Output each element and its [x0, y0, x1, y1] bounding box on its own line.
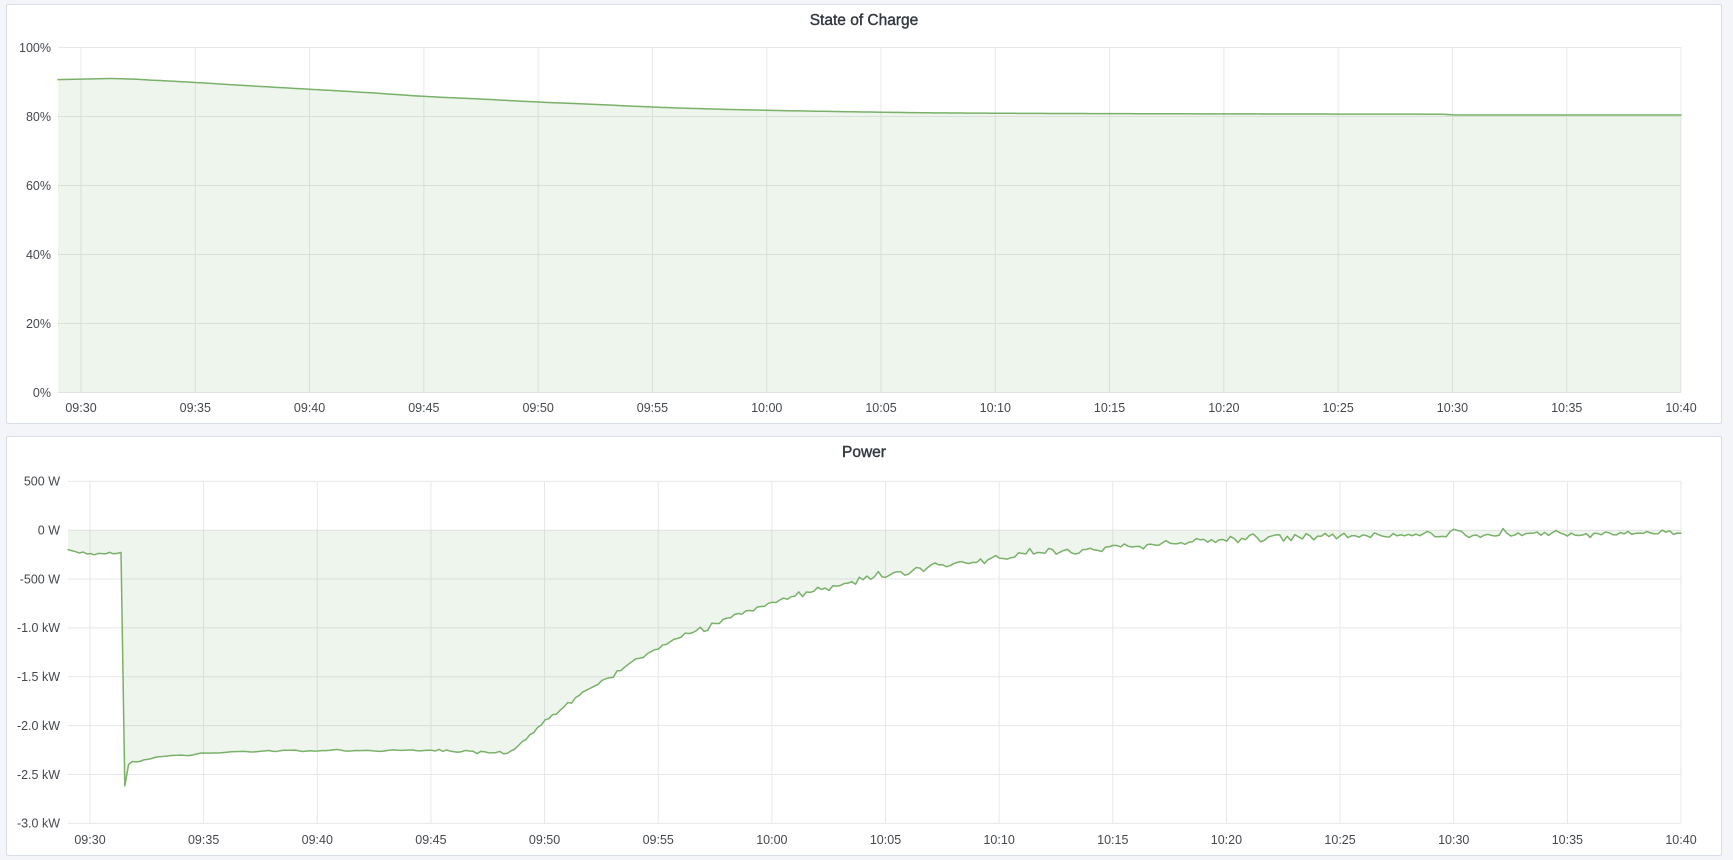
svg-text:60%: 60% [26, 179, 51, 193]
svg-text:10:05: 10:05 [865, 401, 896, 415]
svg-text:09:35: 09:35 [188, 833, 219, 847]
svg-text:10:30: 10:30 [1438, 833, 1469, 847]
svg-text:80%: 80% [26, 110, 51, 124]
svg-text:10:15: 10:15 [1094, 401, 1125, 415]
svg-text:-2.5 kW: -2.5 kW [17, 768, 60, 782]
svg-text:10:15: 10:15 [1097, 833, 1128, 847]
svg-text:10:20: 10:20 [1208, 401, 1239, 415]
svg-text:10:00: 10:00 [756, 833, 787, 847]
svg-text:-500 W: -500 W [20, 572, 60, 586]
svg-text:10:35: 10:35 [1551, 401, 1582, 415]
svg-text:10:10: 10:10 [980, 401, 1011, 415]
svg-text:500 W: 500 W [24, 475, 60, 489]
svg-text:10:40: 10:40 [1665, 833, 1696, 847]
svg-text:10:20: 10:20 [1211, 833, 1242, 847]
svg-text:10:25: 10:25 [1322, 401, 1353, 415]
svg-text:09:50: 09:50 [522, 401, 553, 415]
svg-text:09:55: 09:55 [637, 401, 668, 415]
svg-text:09:55: 09:55 [643, 833, 674, 847]
svg-text:-1.0 kW: -1.0 kW [17, 621, 60, 635]
svg-text:10:10: 10:10 [983, 833, 1014, 847]
svg-text:10:40: 10:40 [1665, 401, 1696, 415]
svg-text:-1.5 kW: -1.5 kW [17, 670, 60, 684]
svg-text:09:45: 09:45 [415, 833, 446, 847]
svg-text:0%: 0% [33, 386, 51, 400]
svg-text:09:40: 09:40 [294, 401, 325, 415]
svg-text:100%: 100% [19, 41, 51, 55]
svg-text:10:00: 10:00 [751, 401, 782, 415]
svg-text:09:40: 09:40 [302, 833, 333, 847]
svg-text:10:30: 10:30 [1437, 401, 1468, 415]
svg-text:09:50: 09:50 [529, 833, 560, 847]
svg-text:-2.0 kW: -2.0 kW [17, 719, 60, 733]
svg-text:09:35: 09:35 [180, 401, 211, 415]
svg-text:40%: 40% [26, 248, 51, 262]
svg-text:09:30: 09:30 [74, 833, 105, 847]
svg-text:0 W: 0 W [38, 524, 60, 538]
svg-text:10:35: 10:35 [1552, 833, 1583, 847]
svg-text:10:25: 10:25 [1324, 833, 1355, 847]
svg-text:10:05: 10:05 [870, 833, 901, 847]
svg-text:09:30: 09:30 [65, 401, 96, 415]
svg-text:09:45: 09:45 [408, 401, 439, 415]
svg-text:-3.0 kW: -3.0 kW [17, 817, 60, 831]
svg-text:20%: 20% [26, 317, 51, 331]
